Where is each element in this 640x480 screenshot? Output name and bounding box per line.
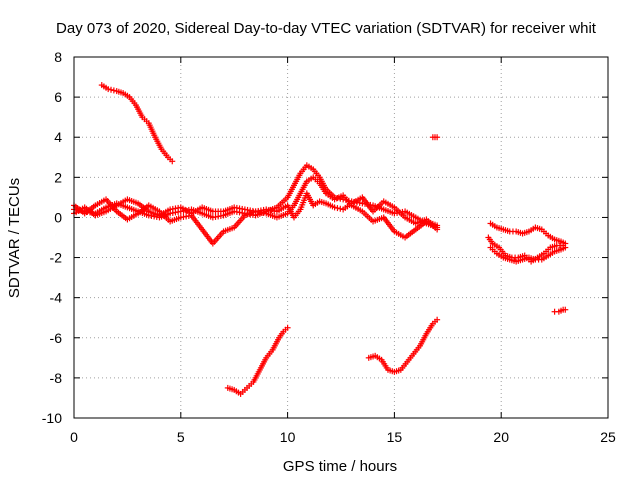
x-tick-label: 10: [280, 429, 296, 445]
data-point: [434, 134, 441, 141]
y-tick-label: 4: [54, 129, 62, 145]
y-tick-label: -6: [50, 330, 63, 346]
axis-ticks: [73, 56, 609, 419]
data-point: [560, 242, 567, 249]
data-point: [434, 226, 441, 233]
data-point: [334, 205, 341, 212]
x-tick-label: 5: [177, 429, 185, 445]
y-tick-label: 6: [54, 89, 62, 105]
y-tick-label: 8: [54, 49, 62, 65]
data-point: [105, 86, 112, 93]
grid: [74, 57, 608, 418]
x-tick-label: 20: [493, 429, 509, 445]
data-point: [108, 86, 115, 93]
data-points: [71, 82, 569, 397]
y-axis-label: SDTVAR / TECUs: [6, 178, 23, 298]
data-point: [337, 205, 344, 212]
y-tick-label: -4: [50, 290, 63, 306]
x-axis-label: GPS time / hours: [283, 458, 397, 475]
tick-labels: 0 5 10 15 20 25 -10 -8 -6 -4 -2 0 2 4 6 8: [42, 49, 616, 445]
y-tick-label: 2: [54, 169, 62, 185]
y-tick-label: -8: [50, 370, 63, 386]
data-point: [169, 158, 176, 165]
x-tick-label: 15: [387, 429, 403, 445]
plot-frame: [73, 56, 609, 419]
chart-title: Day 073 of 2020, Sidereal Day-to-day VTE…: [56, 20, 597, 37]
x-tick-label: 25: [600, 429, 616, 445]
data-point: [284, 324, 291, 331]
data-point: [110, 87, 117, 94]
data-point: [331, 204, 338, 211]
data-point: [562, 306, 569, 313]
x-tick-label: 0: [70, 429, 78, 445]
y-tick-label: 0: [54, 209, 62, 225]
y-tick-label: -2: [50, 250, 63, 266]
y-tick-label: -10: [42, 410, 62, 426]
data-point: [434, 316, 441, 323]
